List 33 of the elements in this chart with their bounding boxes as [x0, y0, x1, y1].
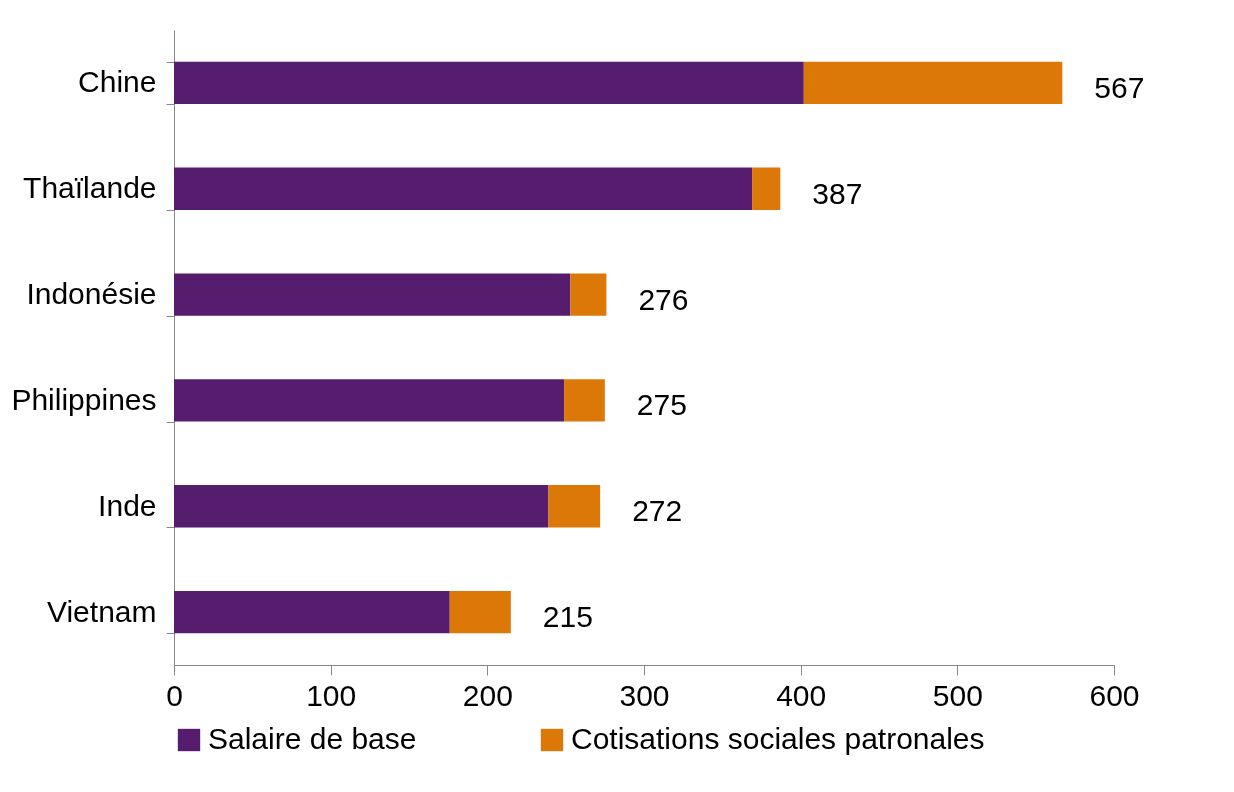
- x-tick-label: 100: [306, 678, 357, 712]
- total-label: 276: [638, 282, 689, 316]
- total-label: 387: [812, 176, 863, 210]
- x-tick-label: 500: [932, 678, 983, 712]
- bar: [449, 590, 511, 634]
- legend-label: Cotisations sociales patronales: [571, 722, 985, 755]
- bar: [548, 485, 601, 528]
- bar: [564, 379, 605, 422]
- bar: [174, 485, 549, 528]
- x-tick-label: 400: [776, 678, 827, 712]
- total-label: 272: [632, 494, 683, 528]
- y-tick-label: Indonésie: [26, 277, 157, 311]
- total-label: 215: [542, 600, 593, 634]
- bar: [570, 273, 607, 316]
- total-label: 567: [1094, 70, 1145, 104]
- y-tick-label: Vietnam: [46, 594, 157, 628]
- y-tick-label: Chine: [78, 65, 157, 99]
- bar: [174, 273, 571, 316]
- x-tick-label: 200: [462, 678, 513, 712]
- bar: [174, 379, 565, 422]
- legend-label: Salaire de base: [208, 722, 417, 755]
- y-tick-label: Philippines: [11, 382, 157, 416]
- bar: [174, 61, 804, 105]
- total-label: 275: [636, 388, 687, 422]
- y-tick-label: Thaïlande: [23, 171, 157, 205]
- x-tick-label: 0: [166, 678, 183, 712]
- bar: [803, 61, 1063, 105]
- bar: [174, 590, 450, 634]
- y-tick-label: Inde: [98, 488, 157, 522]
- bar: [752, 167, 781, 210]
- x-tick-label: 600: [1089, 678, 1140, 712]
- x-tick-label: 300: [619, 678, 670, 712]
- bar: [174, 167, 753, 210]
